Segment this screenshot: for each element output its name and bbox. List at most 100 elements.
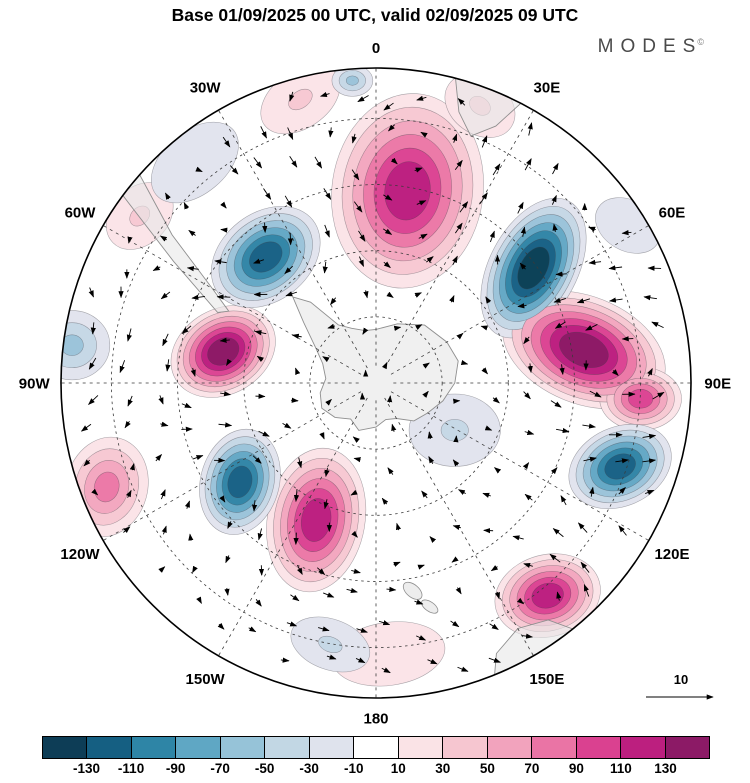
wind-arrow-icon <box>582 423 596 429</box>
positive-anomaly-contour <box>300 498 332 542</box>
wind-arrow-icon <box>490 565 499 572</box>
meridian-label-60W: 60W <box>65 204 97 221</box>
meridian-label-0: 0 <box>372 40 380 57</box>
wind-arrow-icon <box>248 626 257 633</box>
meridian-line <box>218 397 368 656</box>
wind-arrow-icon <box>457 489 466 496</box>
wind-arrow-icon <box>484 425 493 431</box>
wind-arrow-icon <box>83 459 91 467</box>
wind-arrow-icon <box>155 454 163 462</box>
wind-arrow-icon <box>523 336 530 345</box>
wind-arrow-icon <box>383 261 391 269</box>
wind-arrow-icon <box>263 188 272 200</box>
wind-arrow-icon <box>186 266 199 272</box>
colorbar-segment <box>87 737 132 758</box>
polar-map: 0 30E 60E 90E 120E 150E 180 150W 120W 90W 60W 30W 1… <box>19 40 731 728</box>
wind-arrow-icon <box>517 201 524 214</box>
wind-arrow-icon <box>123 526 131 534</box>
negative-anomaly-contour <box>318 635 343 653</box>
wind-arrow-icon <box>524 158 532 171</box>
wind-arrow-icon <box>160 489 166 500</box>
meridian-line <box>103 225 362 375</box>
wind-arrow-icon <box>390 157 398 165</box>
colorbar-tick-label: -50 <box>254 761 275 776</box>
wind-arrow-icon <box>642 458 657 464</box>
wind-arrow-icon <box>482 492 491 498</box>
colorbar-segment <box>487 737 533 758</box>
wind-arrow-icon <box>414 167 423 173</box>
wind-arrow-icon <box>323 188 332 200</box>
wind-arrow-icon <box>222 136 231 148</box>
wind-arrow-icon <box>192 565 198 574</box>
wind-arrow-icon <box>184 500 190 509</box>
modes-logo-text: MODES <box>597 36 703 57</box>
wind-arrow-icon <box>165 192 171 200</box>
wind-arrow-icon <box>260 126 267 139</box>
wind-arrow-icon <box>589 486 595 497</box>
wind-arrow-icon <box>330 297 337 306</box>
wind-arrow-icon <box>285 291 298 297</box>
wind-arrow-icon <box>580 561 590 573</box>
vector-reference-label: 10 <box>674 672 688 687</box>
wind-arrow-icon <box>159 235 168 242</box>
wind-arrow-icon <box>353 457 361 463</box>
wind-arrow-icon <box>351 169 360 181</box>
negative-anomaly-contour <box>61 334 84 356</box>
wind-arrow-icon <box>291 333 302 339</box>
wind-arrow-icon <box>452 255 458 266</box>
wind-arrow-icon <box>416 95 427 101</box>
wind-arrow-icon <box>324 224 330 238</box>
wind-arrow-icon <box>517 597 525 605</box>
colorbar-tick-label: -70 <box>210 761 230 776</box>
wind-arrow-icon <box>429 536 437 543</box>
wind-arrow-icon <box>225 555 231 564</box>
wind-arrow-icon <box>556 427 570 434</box>
wind-arrow-icon <box>127 236 133 244</box>
wind-arrow-icon <box>289 156 298 168</box>
colorbar-segment <box>220 737 266 758</box>
meridian-line <box>390 391 649 541</box>
wind-arrow-icon <box>555 271 567 277</box>
wind-arrow-icon <box>362 327 369 335</box>
wind-arrow-icon <box>286 621 298 627</box>
wind-arrow-icon <box>220 227 228 233</box>
meridian-label-150W: 150W <box>186 671 226 688</box>
positive-anomaly-contour <box>559 331 609 368</box>
wind-arrow-icon <box>188 229 196 237</box>
wind-arrow-icon <box>550 400 562 408</box>
meridian-line <box>103 391 362 541</box>
wind-arrow-icon <box>588 259 602 265</box>
wind-arrow-icon <box>421 490 428 499</box>
wind-arrow-icon <box>255 599 262 607</box>
wind-arrow-icon <box>527 122 533 136</box>
latitude-ring <box>177 184 575 582</box>
colorbar-segment <box>176 737 221 758</box>
wind-arrow-icon <box>282 422 292 429</box>
colorbar-tick-label: -110 <box>117 761 145 776</box>
wind-arrow-icon <box>253 258 265 264</box>
wind-arrow-icon <box>608 297 623 303</box>
wind-arrow-icon <box>454 159 463 171</box>
wind-arrow-icon <box>124 420 131 429</box>
wind-arrow-icon <box>642 433 657 440</box>
positive-anomaly-contour <box>531 582 564 609</box>
wind-arrow-icon <box>455 587 462 595</box>
wind-arrow-icon <box>88 357 97 370</box>
wind-arrow-icon <box>287 127 294 141</box>
wind-arrow-icon <box>559 364 565 375</box>
colorbar-tick-label: -130 <box>73 761 101 776</box>
wind-arrow-icon <box>492 163 501 176</box>
wind-arrow-icon <box>388 124 395 132</box>
wind-arrow-icon <box>181 402 192 409</box>
wind-arrow-icon <box>414 292 422 298</box>
wind-arrow-icon <box>480 325 489 331</box>
wind-arrow-icon <box>459 201 469 213</box>
wind-arrow-icon <box>297 565 303 575</box>
wind-arrow-icon <box>251 500 258 512</box>
wind-arrow-icon <box>521 633 533 639</box>
wind-arrow-icon <box>162 333 169 347</box>
wind-arrow-icon <box>219 495 226 503</box>
land-layer <box>116 68 588 690</box>
negative-anomaly-contour <box>345 75 359 86</box>
colorbar-segment <box>443 737 488 758</box>
